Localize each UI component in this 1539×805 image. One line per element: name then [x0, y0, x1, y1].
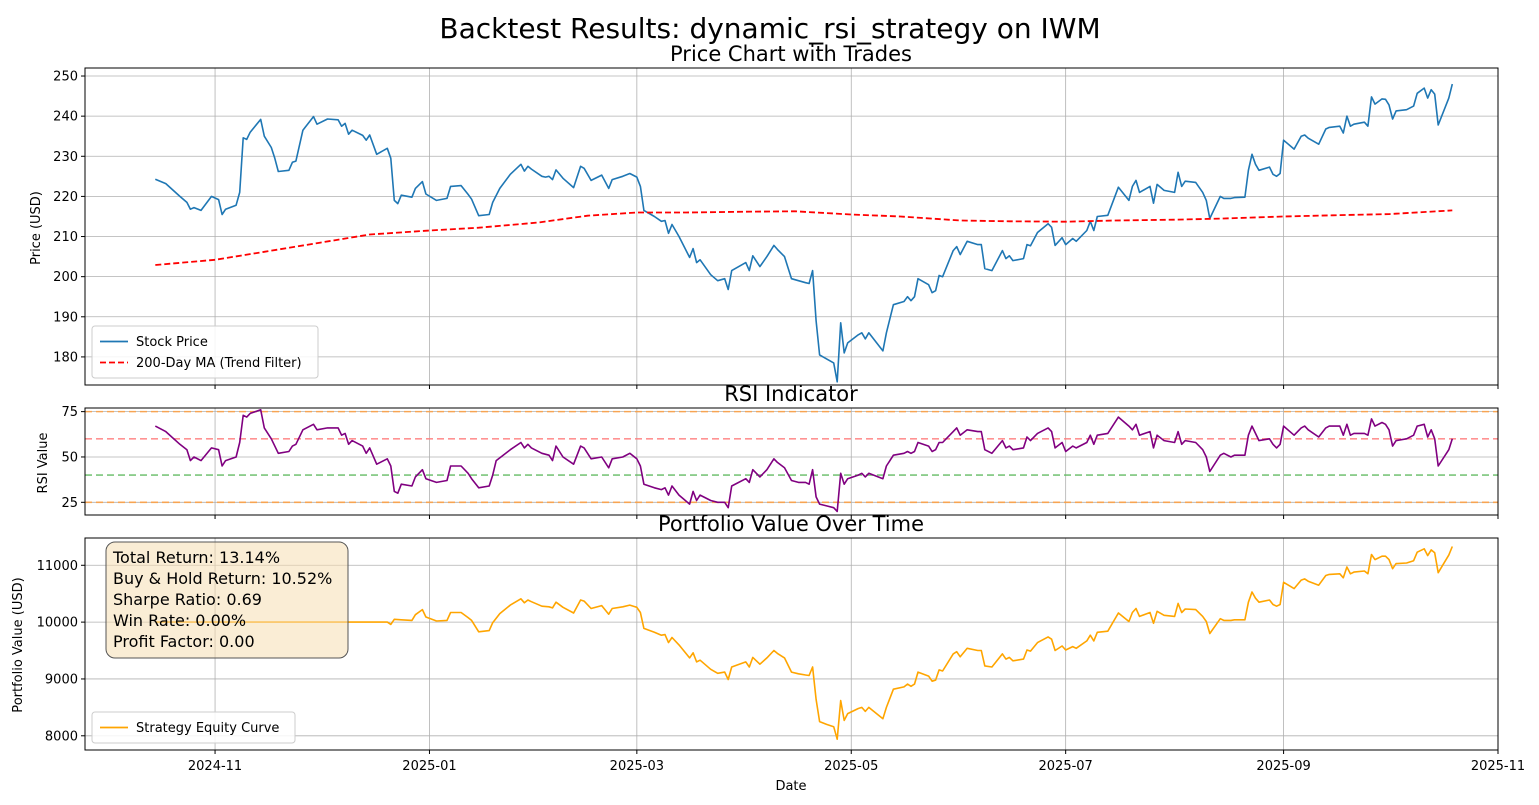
rsi-ytick-label: 50 [61, 450, 78, 465]
stats-line: Profit Factor: 0.00 [113, 632, 255, 651]
portfolio-legend [91, 711, 296, 744]
rsi-chart-panel: RSI Indicator RSI Value 25 50 75 [36, 382, 1499, 519]
portfolio-chart-title: Portfolio Value Over Time [658, 512, 924, 536]
price-series-stock-price [154, 83, 1454, 383]
rsi-chart-title: RSI Indicator [724, 382, 858, 406]
portfolio-xtick-label: 2024-11 [188, 759, 242, 774]
price-ytick-label: 230 [53, 150, 78, 165]
portfolio-xtick-label: 2025-03 [610, 759, 664, 774]
price-ytick-label: 220 [53, 190, 78, 205]
portfolio-chart-panel: Portfolio Value Over Time Portfolio Valu… [11, 512, 1525, 794]
portfolio-ytick-label: 10000 [37, 616, 78, 631]
price-ytick-label: 250 [53, 70, 78, 85]
rsi-series-line [154, 409, 1454, 513]
stats-line: Buy & Hold Return: 10.52% [113, 569, 332, 588]
portfolio-xtick-label: 2025-11 [1471, 759, 1525, 774]
price-chart-panel: Price Chart with Trades Price (USD) 180 1… [29, 42, 1499, 389]
portfolio-chart-ylabel: Portfolio Value (USD) [11, 577, 26, 712]
rsi-ytick-label: 25 [61, 496, 78, 511]
price-ytick-label: 180 [53, 350, 78, 365]
price-legend-label: 200-Day MA (Trend Filter) [136, 356, 302, 371]
price-series-200-day-ma-trend-filter [155, 209, 1453, 266]
portfolio-ytick-label: 9000 [45, 672, 78, 687]
rsi-chart-ylabel: RSI Value [36, 433, 51, 494]
price-legend [91, 325, 319, 379]
price-ytick-label: 210 [53, 230, 78, 245]
price-axes-frame [84, 67, 1499, 386]
figure-suptitle: Backtest Results: dynamic_rsi_strategy o… [439, 12, 1100, 45]
stats-line: Win Rate: 0.00% [113, 611, 246, 630]
portfolio-ytick-label: 11000 [37, 559, 78, 574]
price-ytick-label: 200 [53, 270, 78, 285]
rsi-ytick-label: 75 [61, 405, 78, 420]
price-chart-title: Price Chart with Trades [670, 42, 912, 66]
portfolio-xtick-label: 2025-01 [402, 759, 456, 774]
portfolio-ytick-label: 8000 [45, 729, 78, 744]
portfolio-axes-frame [84, 537, 1499, 751]
price-legend-label: Stock Price [136, 335, 208, 350]
price-ytick-label: 240 [53, 110, 78, 125]
portfolio-legend-label: Strategy Equity Curve [136, 721, 279, 736]
portfolio-xtick-label: 2025-05 [824, 759, 878, 774]
price-chart-ylabel: Price (USD) [29, 191, 44, 265]
price-ytick-label: 190 [53, 310, 78, 325]
stats-box [105, 541, 349, 659]
portfolio-series-strategy-equity-curve [155, 546, 1454, 740]
stats-line: Total Return: 13.14% [112, 548, 280, 567]
portfolio-chart-xlabel: Date [775, 779, 806, 794]
portfolio-xtick-label: 2025-09 [1256, 759, 1310, 774]
portfolio-xtick-label: 2025-07 [1039, 759, 1093, 774]
stats-line: Sharpe Ratio: 0.69 [113, 590, 262, 609]
rsi-axes-frame [84, 407, 1499, 516]
